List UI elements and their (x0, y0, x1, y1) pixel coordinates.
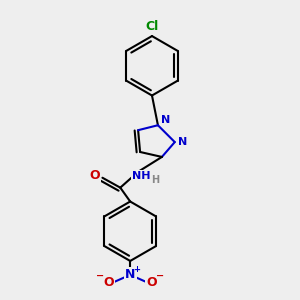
Text: N: N (125, 268, 135, 281)
Text: −: − (156, 271, 164, 281)
Text: Cl: Cl (146, 20, 159, 33)
Text: O: O (147, 276, 157, 289)
Text: O: O (89, 169, 100, 182)
Text: O: O (103, 276, 114, 289)
Text: −: − (96, 271, 104, 281)
Text: N: N (161, 115, 170, 125)
Text: NH: NH (132, 171, 150, 181)
Text: H: H (151, 175, 159, 185)
Text: +: + (134, 266, 141, 274)
Text: N: N (178, 137, 187, 147)
